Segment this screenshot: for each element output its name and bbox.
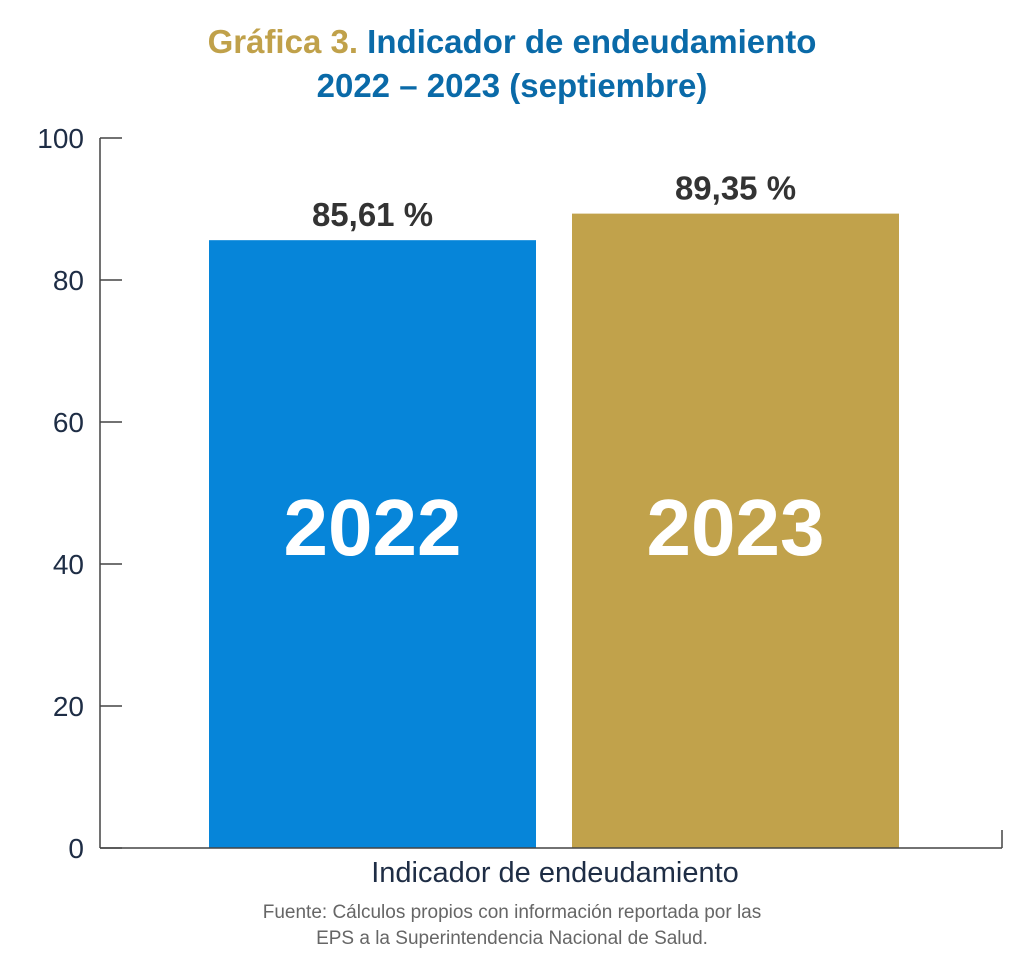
chart-subtitle: 2022 – 2023 (septiembre) — [316, 67, 708, 104]
source-line-2: EPS a la Superintendencia Nacional de Sa… — [316, 928, 708, 949]
bar-category-label-2023: 2023 — [647, 483, 825, 572]
data-label-2022: 85,61 % — [312, 196, 433, 233]
y-tick-label-60: 60 — [53, 407, 84, 438]
bar-category-label-2022: 2022 — [284, 483, 462, 572]
chart-title: Gráfica 3. Indicador de endeudamiento — [0, 22, 1024, 62]
data-label-2023: 89,35 % — [675, 170, 796, 207]
bar-2022 — [209, 240, 536, 848]
chart-title-prefix: Gráfica 3. — [207, 23, 358, 60]
chart-title-text: Indicador de endeudamiento — [367, 23, 817, 60]
y-tick-label-100: 100 — [37, 123, 84, 154]
y-tick-label-40: 40 — [53, 549, 84, 580]
x-axis-label: Indicador de endeudamiento — [371, 857, 739, 889]
y-tick-label-20: 20 — [53, 691, 84, 722]
bar-2023 — [572, 213, 899, 849]
y-tick-label-0: 0 — [68, 833, 84, 864]
source-line-1: Fuente: Cálculos propios con información… — [262, 902, 762, 923]
y-tick-label-80: 80 — [53, 265, 84, 296]
